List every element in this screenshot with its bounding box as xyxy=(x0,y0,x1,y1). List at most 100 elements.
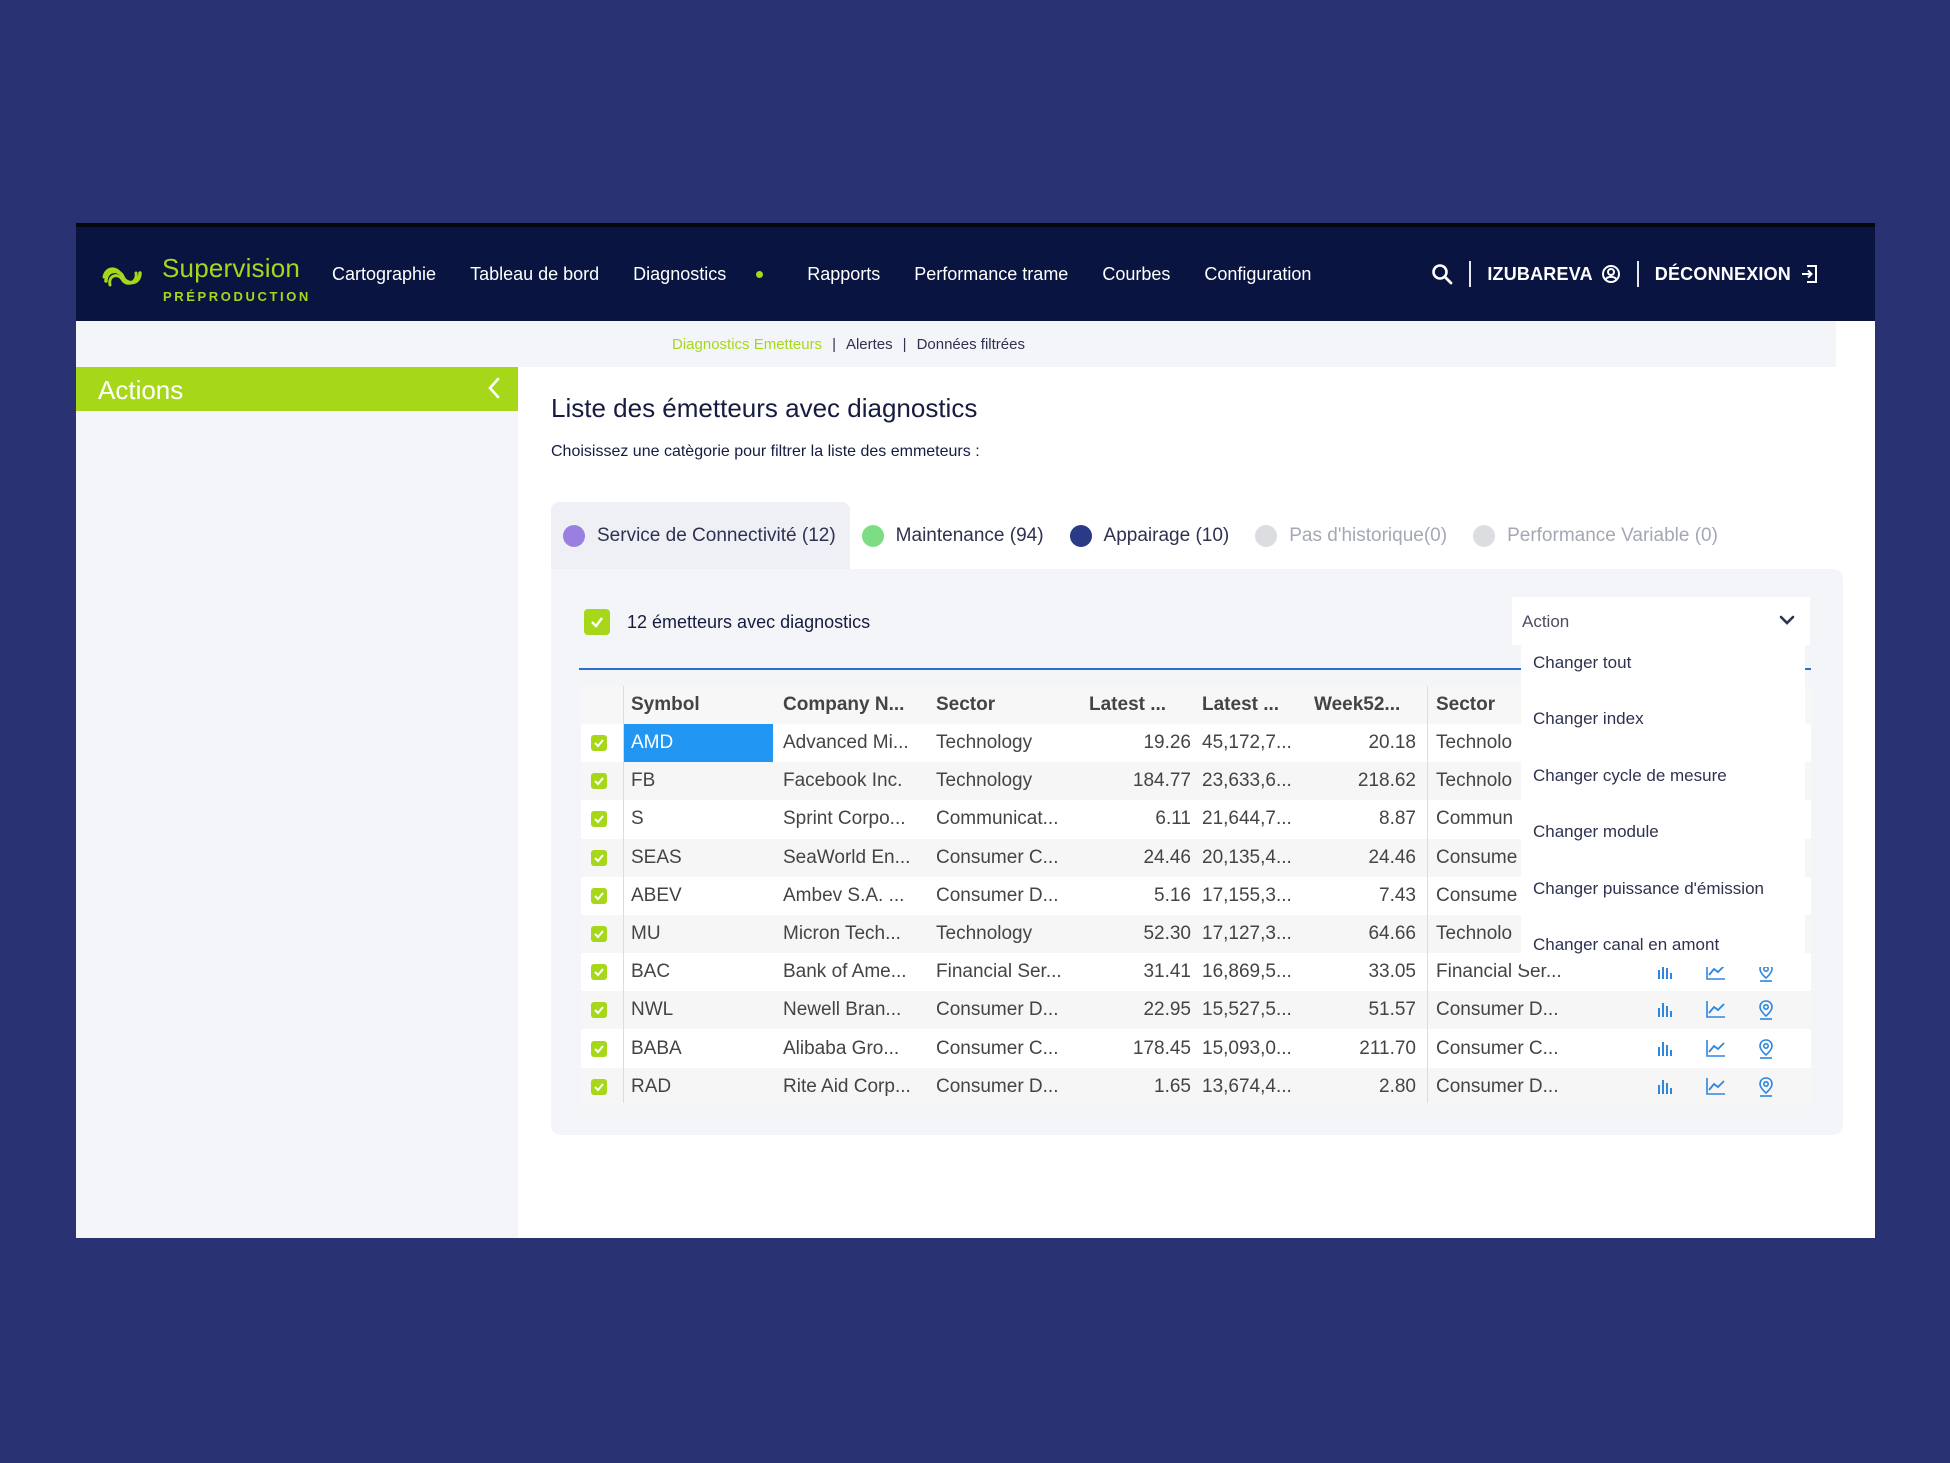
row-checkbox[interactable] xyxy=(591,735,607,751)
bar-chart-icon[interactable] xyxy=(1655,1038,1675,1058)
map-pin-icon[interactable] xyxy=(1757,1076,1775,1098)
cell-company[interactable]: Bank of Ame... xyxy=(783,961,907,983)
menu-item-changer-tout[interactable]: Changer tout xyxy=(1533,653,1632,672)
cell-latest-price[interactable]: 178.45 xyxy=(1132,1037,1191,1059)
nav-rapports[interactable]: Rapports xyxy=(807,263,881,284)
chevron-down-icon[interactable] xyxy=(1778,613,1796,627)
cell-company[interactable]: Advanced Mi... xyxy=(783,732,909,753)
cell-week52[interactable]: 64.66 xyxy=(1368,923,1416,944)
cell-week52[interactable]: 211.70 xyxy=(1359,1037,1416,1059)
subnav-alertes[interactable]: Alertes xyxy=(845,336,893,353)
menu-item-changer-canal[interactable]: Changer canal en amont xyxy=(1533,935,1720,954)
row-checkbox[interactable] xyxy=(591,849,607,866)
cell-symbol[interactable]: S xyxy=(631,808,644,830)
table-row[interactable]: RAD Rite Aid Corp... Consumer D... 1.65 13,6… xyxy=(581,1067,1811,1106)
cell-latest-price[interactable]: 184.77 xyxy=(1132,770,1191,792)
cell-symbol[interactable]: MU xyxy=(631,923,661,944)
header-latest-price[interactable]: Latest ... xyxy=(1089,694,1167,715)
cell-company[interactable]: Facebook Inc. xyxy=(783,770,903,792)
cell-sector[interactable]: Consumer C... xyxy=(936,846,1059,868)
cell-sector-2[interactable]: Technolo xyxy=(1436,923,1513,944)
logout-link[interactable]: DÉCONNEXION xyxy=(1654,263,1791,284)
cell-latest-volume[interactable]: 15,527,5... xyxy=(1202,999,1292,1021)
header-company[interactable]: Company N... xyxy=(783,694,905,715)
tab-maintenance[interactable]: Maintenance (94) xyxy=(850,502,1058,569)
line-chart-icon[interactable] xyxy=(1705,1076,1727,1096)
tab-service-connectivite[interactable]: Service de Connectivité (12) xyxy=(551,502,850,569)
cell-company[interactable]: Alibaba Gro... xyxy=(783,1037,900,1059)
table-row[interactable]: ABEV Ambev S.A. ... Consumer D... 5.16 17,15… xyxy=(581,877,1811,915)
cell-sector[interactable]: Financial Ser... xyxy=(936,961,1062,983)
cell-week52[interactable]: 24.46 xyxy=(1368,846,1416,868)
cell-symbol[interactable]: BABA xyxy=(631,1037,682,1059)
cell-latest-price[interactable]: 1.65 xyxy=(1154,1075,1191,1097)
cell-latest-price[interactable]: 6.11 xyxy=(1155,808,1191,830)
action-select[interactable]: Action xyxy=(1512,597,1810,645)
cell-latest-price[interactable]: 5.16 xyxy=(1154,884,1191,906)
cell-latest-volume[interactable]: 15,093,0... xyxy=(1202,1037,1292,1059)
nav-configuration[interactable]: Configuration xyxy=(1204,263,1312,284)
tab-pas-historique[interactable]: Pas d'historique(0) xyxy=(1243,502,1461,569)
nav-courbes[interactable]: Courbes xyxy=(1102,263,1171,284)
cell-week52[interactable]: 7.43 xyxy=(1379,884,1416,906)
nav-cartographie[interactable]: Cartographie xyxy=(332,263,437,284)
table-row[interactable]: AMD Advanced Mi... Technology 19.26 45,172,7… xyxy=(581,724,1811,762)
header-sector[interactable]: Sector xyxy=(936,694,996,715)
nav-diagnostics[interactable]: Diagnostics xyxy=(633,264,773,285)
nav-performance-trame[interactable]: Performance trame xyxy=(914,263,1069,284)
cell-symbol[interactable]: BAC xyxy=(631,961,671,983)
cell-sector-2[interactable]: Consumer C... xyxy=(1436,1037,1559,1059)
cell-sector-2[interactable]: Technolo xyxy=(1436,770,1513,792)
cell-symbol[interactable]: NWL xyxy=(631,999,674,1021)
header-latest-volume[interactable]: Latest ... xyxy=(1202,694,1280,715)
cell-company[interactable]: Rite Aid Corp... xyxy=(783,1075,911,1097)
logout-icon[interactable] xyxy=(1799,264,1819,284)
row-checkbox[interactable] xyxy=(591,887,607,904)
select-all[interactable]: 12 émetteurs avec diagnostics xyxy=(584,609,870,635)
header-symbol[interactable]: Symbol xyxy=(631,694,700,715)
cell-symbol[interactable]: ABEV xyxy=(631,884,682,906)
cell-symbol[interactable]: AMD xyxy=(623,724,773,762)
row-checkbox[interactable] xyxy=(591,1002,607,1019)
cell-company[interactable]: SeaWorld En... xyxy=(783,846,911,868)
cell-sector-2[interactable]: Consumer D... xyxy=(1436,1075,1559,1097)
cell-week52[interactable]: 2.80 xyxy=(1379,1075,1416,1097)
row-checkbox[interactable] xyxy=(591,1078,607,1095)
cell-week52[interactable]: 218.62 xyxy=(1357,770,1416,792)
row-checkbox[interactable] xyxy=(591,1040,607,1057)
line-chart-icon[interactable] xyxy=(1705,999,1727,1019)
cell-company[interactable]: Newell Bran... xyxy=(783,999,902,1021)
cell-sector-2[interactable]: Consume xyxy=(1436,884,1518,906)
table-row[interactable]: NWL Newell Bran... Consumer D... 22.95 15,52… xyxy=(581,991,1811,1030)
cell-company[interactable]: Ambev S.A. ... xyxy=(783,884,905,906)
cell-sector[interactable]: Technology xyxy=(936,923,1033,944)
cell-latest-price[interactable]: 22.95 xyxy=(1143,999,1191,1021)
row-checkbox[interactable] xyxy=(591,964,607,981)
cell-company[interactable]: Micron Tech... xyxy=(783,923,901,944)
cell-symbol[interactable]: FB xyxy=(631,770,656,792)
cell-latest-volume[interactable]: 17,127,3... xyxy=(1202,923,1292,944)
cell-sector-2[interactable]: Consumer D... xyxy=(1436,999,1559,1021)
map-pin-icon[interactable] xyxy=(1757,999,1775,1021)
cell-sector[interactable]: Consumer D... xyxy=(936,999,1059,1021)
cell-latest-price[interactable]: 24.46 xyxy=(1143,846,1191,868)
header-week52[interactable]: Week52... xyxy=(1314,694,1401,715)
table-row[interactable]: S Sprint Corpo... Communicat... 6.11 21,644,… xyxy=(581,800,1811,838)
header-sector-2[interactable]: Sector xyxy=(1436,694,1496,715)
line-chart-icon[interactable] xyxy=(1705,961,1727,981)
cell-week52[interactable]: 20.18 xyxy=(1368,732,1416,753)
bar-chart-icon[interactable] xyxy=(1655,1076,1675,1096)
menu-item-changer-module[interactable]: Changer module xyxy=(1533,822,1659,841)
cell-latest-price[interactable]: 19.26 xyxy=(1143,732,1191,753)
cell-latest-volume[interactable]: 20,135,4... xyxy=(1202,846,1292,868)
bar-chart-icon[interactable] xyxy=(1655,961,1675,981)
cell-latest-volume[interactable]: 23,633,6... xyxy=(1202,770,1292,792)
cell-latest-price[interactable]: 31.41 xyxy=(1143,961,1191,983)
user-account-icon[interactable] xyxy=(1601,264,1621,284)
cell-latest-volume[interactable]: 13,674,4... xyxy=(1202,1075,1292,1097)
cell-company[interactable]: Sprint Corpo... xyxy=(783,808,906,830)
cell-sector[interactable]: Technology xyxy=(936,732,1033,753)
cell-sector-2[interactable]: Consume xyxy=(1436,846,1518,868)
row-checkbox[interactable] xyxy=(591,926,607,942)
cell-sector[interactable]: Consumer C... xyxy=(936,1037,1059,1059)
